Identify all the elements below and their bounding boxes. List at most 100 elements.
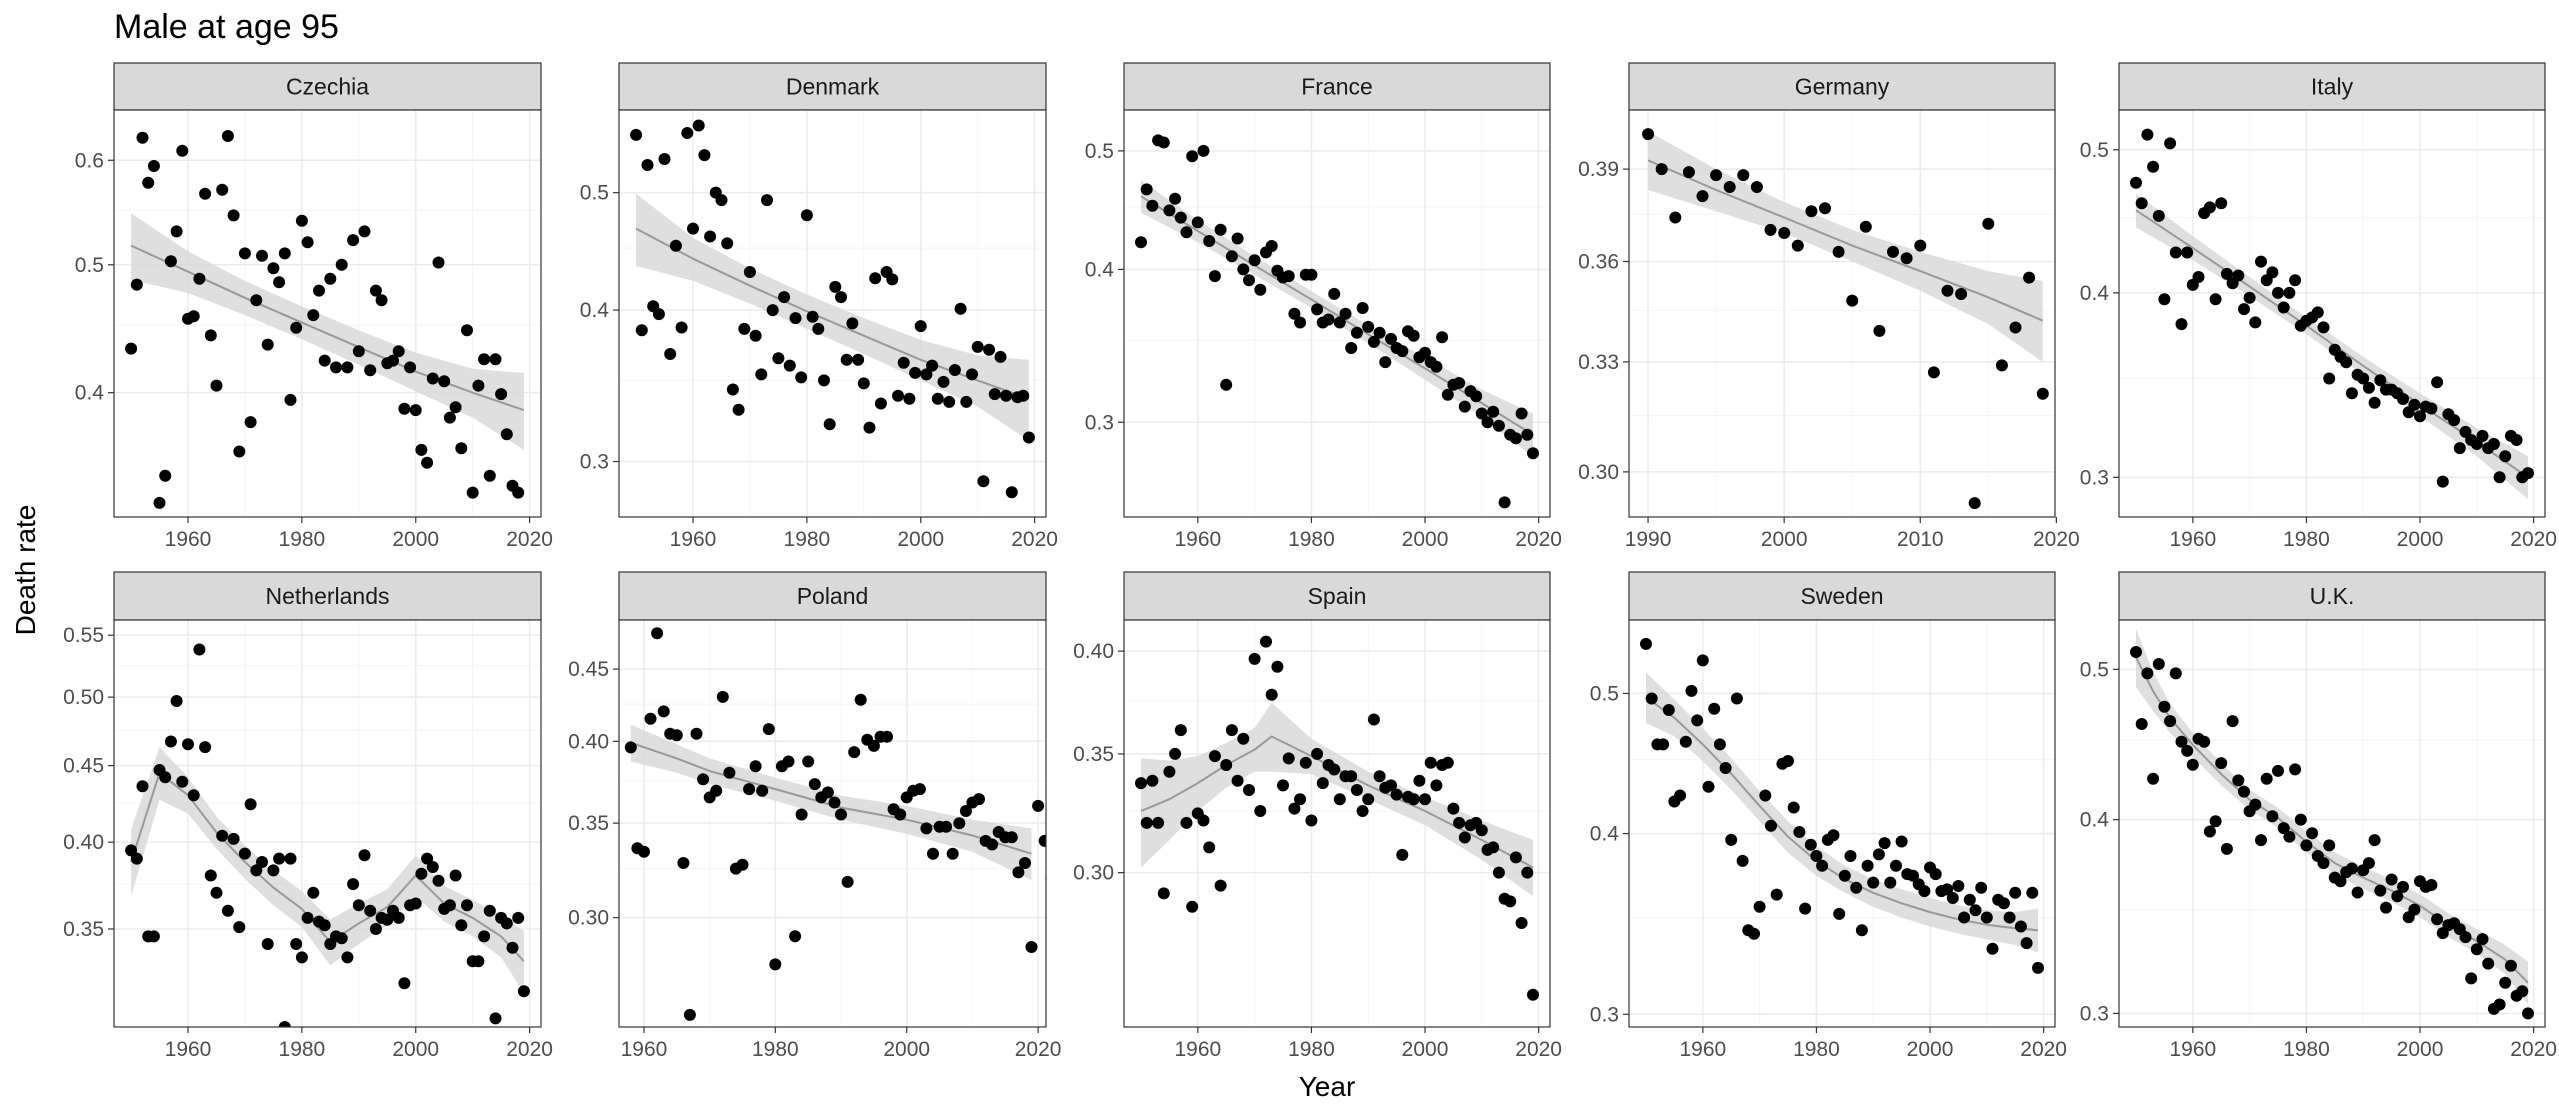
data-point [204,329,217,342]
data-point [2448,414,2461,427]
data-point [1946,892,1959,904]
panel-netherlands: Netherlands 1960 1980 2000 2020 0.35 0.40 0.45 0… [63,571,553,1061]
data-point [2020,937,2033,950]
data-point [1356,805,1369,817]
data-point [1430,779,1443,792]
data-point [823,418,836,431]
data-point [2470,943,2483,956]
data-point [2414,410,2426,423]
data-point [2368,396,2381,409]
confidence-band-germany [1648,131,2043,362]
data-point [1682,166,1695,179]
data-point [1197,144,1210,157]
data-point [914,320,927,333]
data-point [1277,779,1289,792]
data-point [783,359,796,372]
x-axis-title: Year [1299,1071,1356,1102]
data-point [1005,831,1018,844]
data-point [692,119,705,132]
confidence-band-czechia [131,213,524,450]
data-point [483,904,496,917]
data-point [2317,857,2330,870]
data-point [426,372,439,385]
data-point [512,486,525,499]
data-point [2453,442,2466,455]
data-point [1305,268,1318,281]
data-point [800,209,813,222]
y-tick-label: 0.4 [580,299,610,322]
data-point [335,258,348,271]
data-point [267,262,280,275]
data-point [1390,788,1403,801]
data-point [216,829,229,842]
data-point [1481,416,1494,429]
data-point [1764,223,1777,236]
data-point [1135,236,1147,249]
data-point [1941,284,1954,297]
data-point [651,627,664,640]
data-point [2431,376,2444,389]
data-point [1770,888,1783,901]
data-point [1453,377,1466,389]
data-point [170,225,183,238]
data-point [2277,301,2290,314]
plot-area-sweden [1629,620,2055,1027]
data-point [1180,816,1193,829]
data-point [193,272,206,285]
data-point [1980,911,1993,924]
y-tick-label: 0.40 [63,831,104,854]
data-point [455,442,468,455]
data-point [658,153,671,165]
data-point [959,805,972,817]
data-point [723,766,736,779]
data-point [749,329,762,342]
data-point [1191,216,1204,229]
data-point [762,723,775,736]
facet-strip-poland [618,571,1047,621]
data-point [927,847,939,860]
data-point [1025,941,1038,953]
x-tick-label: 1980 [1288,528,1335,551]
data-point [398,402,411,415]
data-point [1407,329,1420,342]
data-point [2147,160,2160,173]
data-point [1345,342,1358,354]
y-tick-label: 0.3 [2080,466,2109,489]
data-point [221,904,234,917]
y-tick-label: 0.35 [568,812,609,835]
x-tick-label: 2000 [883,1038,930,1061]
data-point [1379,356,1392,369]
data-point [478,930,491,943]
data-point [710,784,723,797]
data-point [392,345,405,358]
data-point [2266,266,2279,279]
data-point [2357,372,2370,385]
data-point [1645,692,1658,705]
data-point [1430,360,1443,373]
data-point [261,338,274,351]
data-point [2272,764,2284,777]
plot-area-u-k [2119,620,2545,1027]
data-point [1748,927,1760,940]
data-point [716,690,729,703]
y-tick-label: 0.4 [2080,282,2110,305]
data-point [495,388,508,401]
data-point [2226,715,2239,728]
data-point [347,878,360,891]
data-point [318,354,331,367]
data-point [926,359,939,372]
plot-area-denmark [619,110,1046,517]
data-point [1350,784,1363,796]
data-point [1907,869,1919,882]
data-point [1367,713,1380,726]
data-point [2186,758,2199,771]
data-point [638,845,650,858]
data-point [2032,961,2044,974]
x-tick-label: 2020 [2033,528,2080,551]
data-point [913,783,926,796]
facet-label-czechia: Czechia [286,74,369,100]
data-point [2232,269,2245,282]
data-point [142,176,155,189]
data-point [1163,204,1176,217]
